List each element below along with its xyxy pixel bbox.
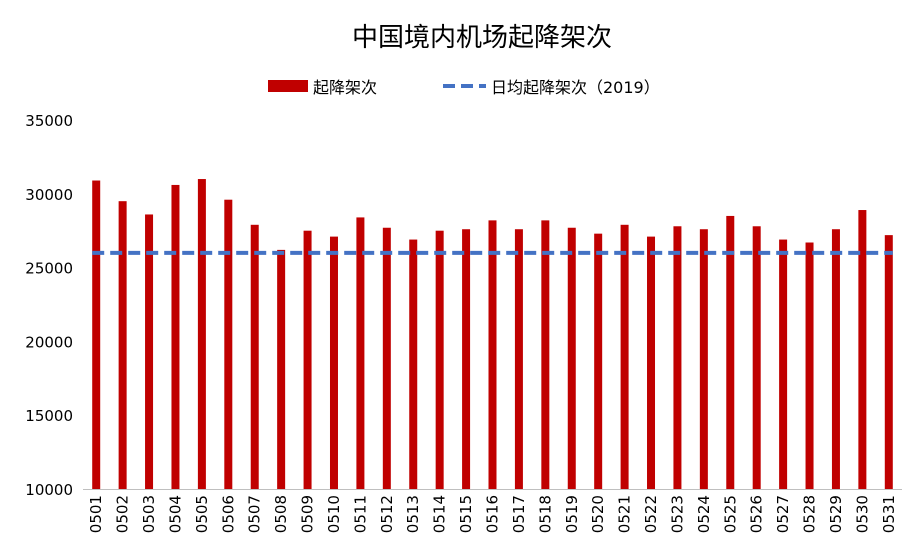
bar [462,229,471,489]
legend-label-bars: 起降架次 [313,78,377,97]
bar [541,220,550,490]
x-tick-label: 0513 [404,495,422,533]
x-axis: 0501 0502 0503 0504 0505 0506 0507 0508 0509 0510… [83,489,902,533]
bar [831,229,840,489]
y-tick-label: 30000 [25,186,73,204]
x-tick-label: 0519 [563,495,581,533]
x-tick-label: 0530 [853,495,871,533]
x-tick-label: 0525 [721,495,739,533]
bar [673,226,682,489]
x-tick-label: 0521 [616,495,634,533]
bar [858,210,867,489]
x-tick-label: 0529 [827,495,845,533]
bar [779,239,788,489]
y-tick-label: 20000 [25,333,73,351]
bar [92,180,101,490]
x-tick-label: 0520 [589,495,607,533]
x-tick-label: 0527 [774,495,792,533]
bar [567,227,576,490]
bar [409,239,418,489]
x-tick-label: 0509 [299,495,317,533]
x-tick-label: 0507 [246,495,264,533]
x-tick-label: 0523 [668,495,686,533]
bar [594,233,603,489]
bars [92,179,893,490]
bar [277,249,286,489]
bar [303,230,312,489]
x-tick-label: 0515 [457,495,475,533]
x-tick-label: 0517 [510,495,528,533]
x-tick-label: 0503 [140,495,158,533]
y-tick-label: 25000 [25,260,73,278]
x-tick-label: 0522 [642,495,660,533]
bar [250,224,259,489]
x-tick-label: 0526 [748,495,766,533]
bar [620,224,629,489]
bar [514,229,523,489]
legend: 起降架次 日均起降架次（2019） [268,78,660,97]
x-tick-label: 0512 [378,495,396,533]
y-tick-label: 15000 [25,407,73,425]
x-tick-label: 0510 [325,495,343,533]
x-tick-label: 0508 [272,495,290,533]
x-tick-label: 0516 [484,495,502,533]
bar [118,201,127,489]
x-tick-label: 0528 [801,495,819,533]
bar [752,226,761,489]
bar [382,227,391,490]
legend-swatch-bars [268,80,308,92]
bar [884,235,893,489]
bar [356,217,365,489]
y-axis: 10000 15000 20000 25000 30000 35000 [25,112,73,499]
bar [726,215,735,489]
bar [224,199,233,490]
bar [171,184,180,489]
bar [197,179,206,490]
bar [488,220,497,490]
bar [699,229,708,489]
x-tick-label: 0511 [351,495,369,533]
x-tick-label: 0518 [536,495,554,533]
bar [145,214,154,490]
legend-label-line: 日均起降架次（2019） [491,78,660,97]
bar [329,236,338,489]
x-tick-label: 0531 [880,495,898,533]
x-tick-label: 0504 [166,495,184,533]
bar [647,236,656,489]
x-tick-label: 0501 [87,495,105,533]
chart-title: 中国境内机场起降架次 [352,23,612,53]
y-tick-label: 35000 [25,112,73,130]
y-tick-label: 10000 [25,481,73,499]
x-tick-label: 0505 [193,495,211,533]
bar [805,242,814,489]
x-tick-label: 0502 [114,495,132,533]
x-tick-label: 0506 [219,495,237,533]
x-tick-label: 0514 [431,495,449,533]
x-tick-label: 0524 [695,495,713,533]
bar [435,230,444,489]
